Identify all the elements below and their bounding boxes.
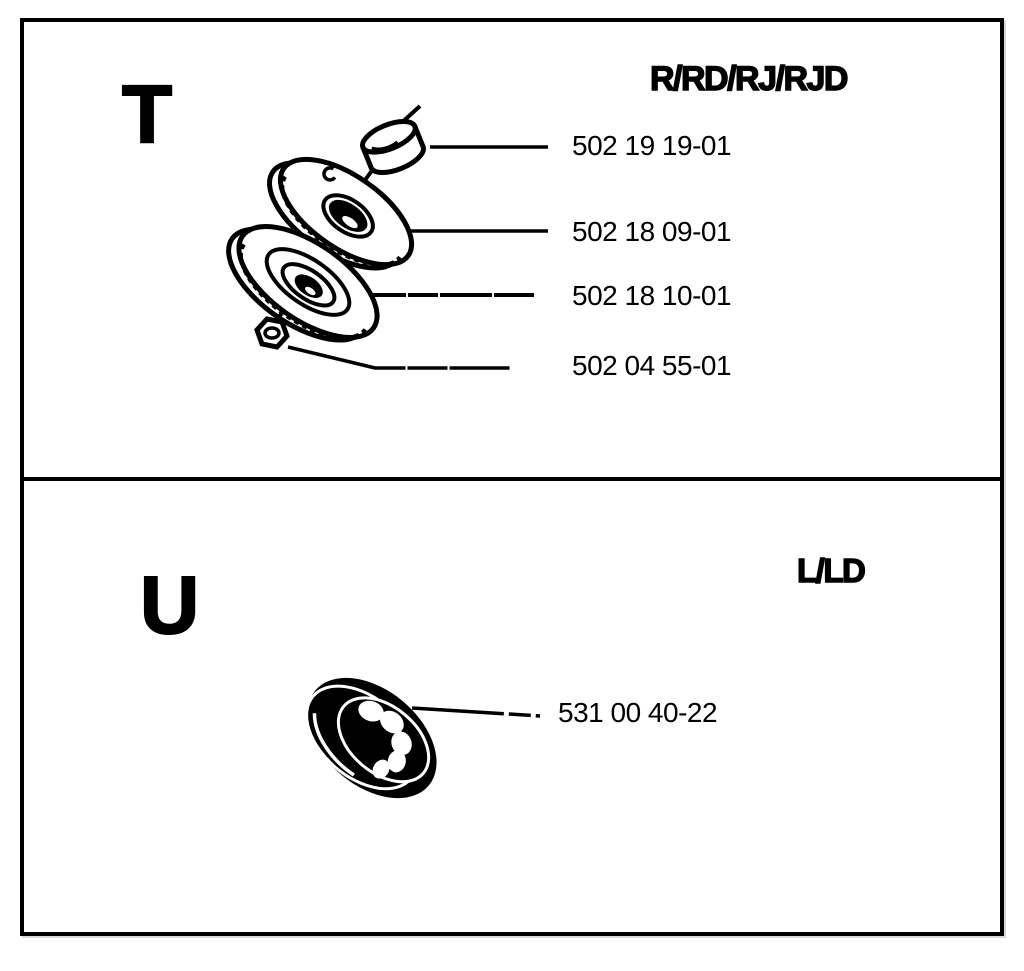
part-number: 502 19 19-01 [572, 130, 732, 161]
panel-section-U: U L/LD 531 00 40-22 [24, 481, 1000, 932]
section-letter-T: T [121, 69, 173, 160]
part-number: 502 04 55-01 [572, 350, 732, 381]
leader-line-nut [287, 345, 548, 370]
model-codes-T: R/RD/RJ/RJD [649, 60, 849, 98]
exploded-view-trimmer-head [226, 104, 548, 370]
panel-section-T: T R/RD/RJ/RJD [24, 22, 1000, 477]
part-head-drawing [305, 677, 437, 799]
section-letter-U: U [139, 560, 200, 651]
leader-lines [287, 145, 548, 370]
leader-line-head [411, 706, 541, 718]
part-number: 502 18 10-01 [572, 280, 732, 311]
part-number: 502 18 09-01 [572, 216, 732, 247]
part-number: 531 00 40-22 [558, 697, 718, 728]
part-support-disc-drawing [226, 224, 380, 343]
panel-divider [24, 477, 1000, 481]
diagram-frame: T R/RD/RJ/RJD [20, 18, 1004, 936]
part-cap-drawing [350, 104, 426, 200]
model-codes-U: L/LD [796, 552, 866, 589]
trimmer-head-drawing [305, 677, 541, 799]
part-nut-drawing [254, 310, 290, 350]
